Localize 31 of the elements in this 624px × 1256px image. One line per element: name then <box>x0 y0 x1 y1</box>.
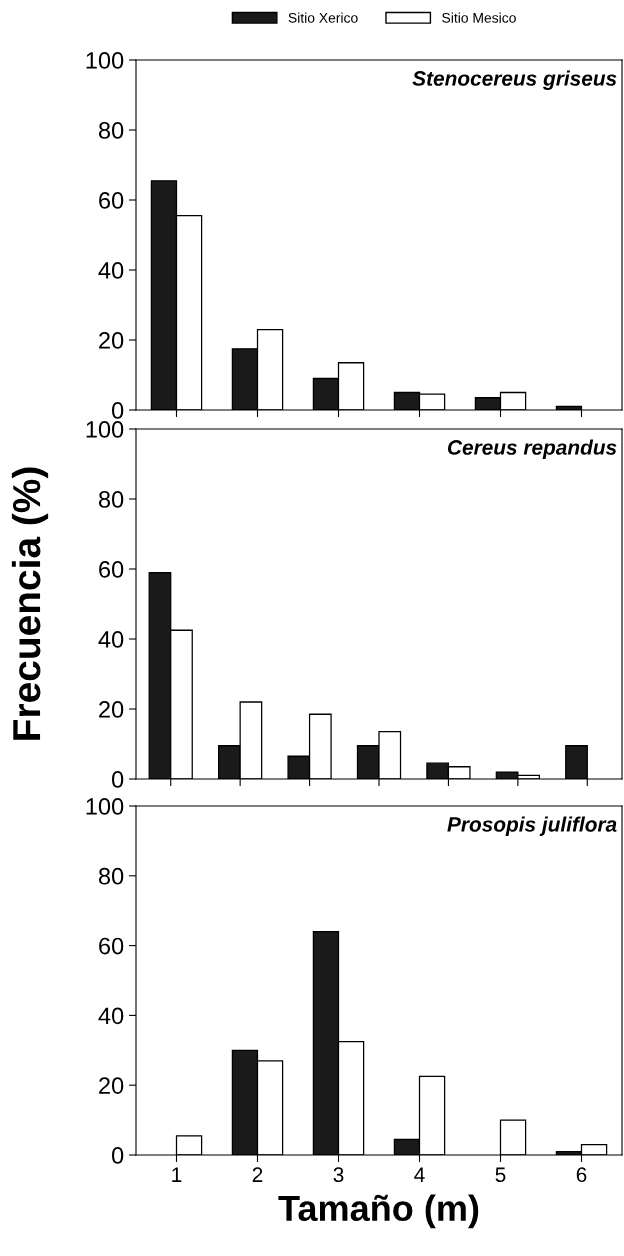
x-tick-label: 6 <box>576 1167 587 1183</box>
x-axis-title: Tamaño (m) <box>278 1194 479 1229</box>
y-tick-label: 20 <box>99 332 124 349</box>
y-tick-label: 80 <box>98 491 124 508</box>
x-tick-label: 5 <box>495 1167 506 1183</box>
legend-label: Sitio Mesico <box>442 12 516 23</box>
y-tick-label: 60 <box>99 937 124 955</box>
y-tick-label: 80 <box>98 867 124 885</box>
y-tick-label: 100 <box>86 421 124 438</box>
y-tick-label: 80 <box>98 122 124 139</box>
y-tick-label: 100 <box>86 52 124 69</box>
y-tick-label: 40 <box>98 1007 124 1025</box>
x-tick-label: 2 <box>252 1167 263 1182</box>
y-tick-label: 100 <box>86 798 124 815</box>
y-tick-label: 40 <box>98 631 124 648</box>
y-tick-label: 20 <box>99 701 124 718</box>
chart-title: Stenocereus griseus <box>412 70 617 90</box>
y-tick-label: 60 <box>99 192 124 209</box>
x-tick-label: 3 <box>333 1167 344 1183</box>
y-tick-label: 60 <box>99 561 124 578</box>
y-axis-title: Frecuencia (%) <box>11 467 49 740</box>
y-tick-label: 20 <box>99 1077 124 1094</box>
y-tick-label: 0 <box>111 771 124 788</box>
y-tick-label: 40 <box>98 262 124 279</box>
x-tick-label: 1 <box>172 1167 182 1182</box>
y-tick-label: 0 <box>111 1147 124 1164</box>
legend-label: Sitio Xerico <box>288 12 358 23</box>
y-tick-label: 0 <box>111 402 124 419</box>
chart-title: Prosopis juliflora <box>447 816 617 836</box>
x-tick-label: 4 <box>414 1167 425 1182</box>
chart-title: Cereus repandus <box>447 439 617 459</box>
